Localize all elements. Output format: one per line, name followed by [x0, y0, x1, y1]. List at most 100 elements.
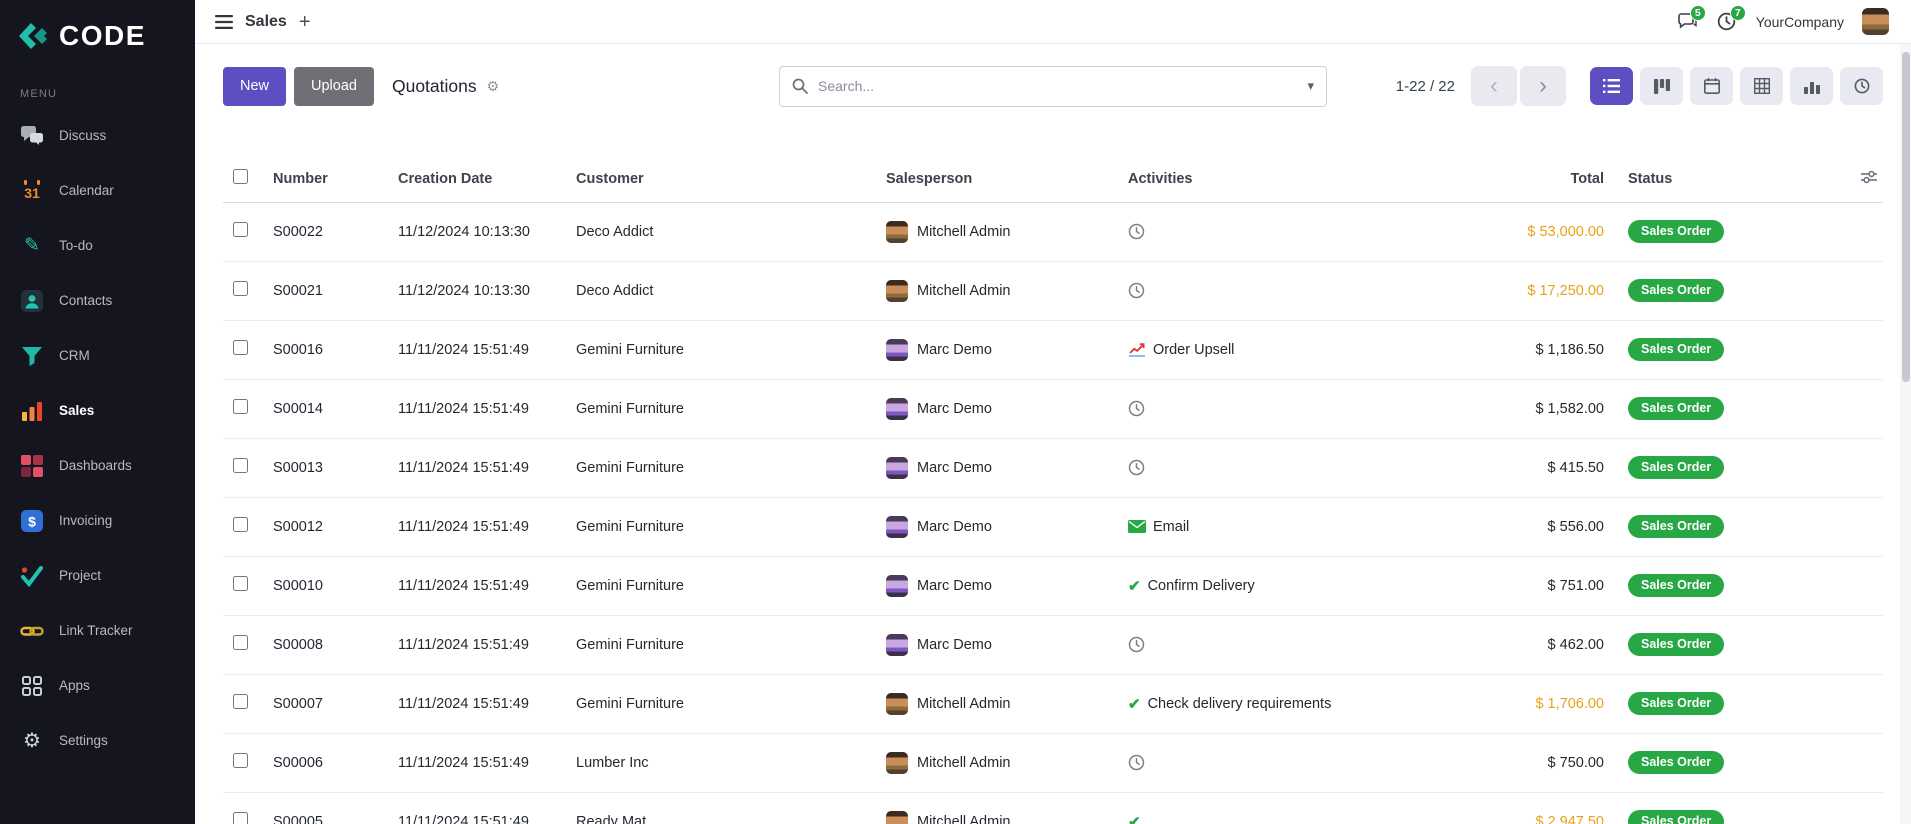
sidebar-item-label: To-do: [59, 238, 93, 253]
new-button[interactable]: New: [223, 66, 287, 106]
row-checkbox[interactable]: [233, 635, 248, 650]
messages-button[interactable]: 5: [1676, 4, 1706, 32]
cell-customer: Gemini Furniture: [564, 497, 874, 557]
row-checkbox[interactable]: [233, 753, 248, 768]
row-checkbox[interactable]: [233, 281, 248, 296]
column-header-activities[interactable]: Activities: [1116, 156, 1476, 203]
messages-count-badge: 5: [1689, 4, 1706, 21]
sidebar-item-discuss[interactable]: Discuss: [0, 108, 195, 163]
table-row[interactable]: S00021 11/12/2024 10:13:30 Deco Addict M…: [223, 261, 1883, 321]
cell-salesperson: Mitchell Admin: [917, 754, 1011, 771]
salesperson-avatar: [886, 456, 908, 479]
select-all-checkbox[interactable]: [233, 169, 248, 185]
table-row[interactable]: S00006 11/11/2024 15:51:49 Lumber Inc Mi…: [223, 733, 1883, 793]
activity-view-button[interactable]: [1840, 67, 1883, 105]
search-dropdown-caret-icon[interactable]: ▾: [1307, 78, 1314, 93]
activity-email-icon[interactable]: [1128, 520, 1146, 533]
status-badge: Sales Order: [1628, 692, 1725, 715]
sidebar-item-calendar[interactable]: 31 Calendar: [0, 163, 195, 218]
sidebar-item-invoicing[interactable]: $ Invoicing: [0, 493, 195, 548]
activity-clock-icon[interactable]: [1128, 459, 1145, 476]
activity-clock-icon[interactable]: [1128, 282, 1145, 299]
user-avatar[interactable]: [1862, 8, 1889, 35]
salesperson-avatar: [886, 574, 908, 597]
cell-total: $ 1,582.00: [1476, 379, 1616, 439]
sidebar-item-todo[interactable]: ✎ To-do: [0, 218, 195, 273]
sidebar-item-link-tracker[interactable]: Link Tracker: [0, 603, 195, 658]
kanban-view-button[interactable]: [1640, 67, 1683, 105]
hamburger-menu-icon[interactable]: [215, 14, 233, 29]
svg-text:$: $: [28, 513, 36, 529]
activity-check-icon[interactable]: ✔: [1128, 577, 1141, 595]
sidebar-item-label: Dashboards: [59, 458, 132, 473]
brand-logo[interactable]: CODE: [0, 0, 195, 62]
sidebar-item-project[interactable]: Project: [0, 548, 195, 603]
table-row[interactable]: S00012 11/11/2024 15:51:49 Gemini Furnit…: [223, 497, 1883, 557]
activity-clock-icon[interactable]: [1128, 400, 1145, 417]
company-switcher[interactable]: YourCompany: [1755, 13, 1844, 30]
sidebar-item-contacts[interactable]: Contacts: [0, 273, 195, 328]
activity-check-icon[interactable]: ✔: [1128, 813, 1141, 824]
pivot-view-button[interactable]: [1740, 67, 1783, 105]
pager-range: 1-22 / 22: [1395, 77, 1455, 95]
column-header-total[interactable]: Total: [1476, 156, 1616, 203]
activity-check-icon[interactable]: ✔: [1128, 695, 1141, 713]
cell-creation-date: 11/11/2024 15:51:49: [386, 615, 564, 675]
table-row[interactable]: S00013 11/11/2024 15:51:49 Gemini Furnit…: [223, 438, 1883, 498]
row-checkbox[interactable]: [233, 576, 248, 591]
optional-columns-icon[interactable]: [1861, 170, 1877, 184]
activity-upsell-chart-icon[interactable]: [1128, 342, 1146, 357]
sidebar-item-settings[interactable]: ⚙ Settings: [0, 713, 195, 768]
row-checkbox[interactable]: [233, 812, 248, 824]
sidebar-item-apps[interactable]: Apps: [0, 658, 195, 713]
sidebar-item-dashboards[interactable]: Dashboards: [0, 438, 195, 493]
vertical-scrollbar[interactable]: [1900, 44, 1911, 824]
column-header-number[interactable]: Number: [261, 156, 386, 203]
search-bar[interactable]: ▾: [779, 65, 1327, 107]
column-header-status[interactable]: Status: [1616, 156, 1816, 203]
activity-label: Check delivery requirements: [1147, 695, 1332, 712]
sales-icon: [18, 398, 46, 424]
sidebar-item-label: CRM: [59, 348, 90, 363]
view-settings-gear-icon[interactable]: ⚙: [486, 77, 500, 94]
row-checkbox[interactable]: [233, 222, 248, 237]
column-header-date[interactable]: Creation Date: [386, 156, 564, 203]
row-checkbox[interactable]: [233, 517, 248, 532]
discuss-icon: [18, 123, 46, 149]
salesperson-avatar: [886, 692, 908, 715]
cell-total: $ 751.00: [1476, 556, 1616, 616]
graph-view-button[interactable]: [1790, 67, 1833, 105]
table-row[interactable]: S00007 11/11/2024 15:51:49 Gemini Furnit…: [223, 674, 1883, 734]
cell-customer: Gemini Furniture: [564, 438, 874, 498]
activity-clock-icon[interactable]: [1128, 754, 1145, 771]
scrollbar-thumb[interactable]: [1901, 52, 1910, 382]
column-header-customer[interactable]: Customer: [564, 156, 874, 203]
list-view-button[interactable]: [1590, 67, 1633, 105]
row-checkbox[interactable]: [233, 694, 248, 709]
pager-prev-button[interactable]: ‹: [1471, 66, 1517, 106]
table-row[interactable]: S00022 11/12/2024 10:13:30 Deco Addict M…: [223, 202, 1883, 262]
table-row[interactable]: S00008 11/11/2024 15:51:49 Gemini Furnit…: [223, 615, 1883, 675]
activities-button[interactable]: 7: [1716, 4, 1746, 32]
table-row[interactable]: S00005 11/11/2024 15:51:49 Ready Mat Mit…: [223, 792, 1883, 824]
upload-button[interactable]: Upload: [294, 66, 374, 106]
link-icon: [18, 618, 46, 644]
search-input[interactable]: [818, 78, 1298, 94]
row-checkbox[interactable]: [233, 399, 248, 414]
column-header-salesperson[interactable]: Salesperson: [874, 156, 1116, 203]
table-row[interactable]: S00010 11/11/2024 15:51:49 Gemini Furnit…: [223, 556, 1883, 616]
menu-section-label: MENU: [20, 88, 58, 100]
row-checkbox[interactable]: [233, 458, 248, 473]
pager-next-button[interactable]: ›: [1520, 66, 1566, 106]
cell-customer: Gemini Furniture: [564, 556, 874, 616]
row-checkbox[interactable]: [233, 340, 248, 355]
app-title[interactable]: Sales: [245, 12, 287, 30]
activity-clock-icon[interactable]: [1128, 636, 1145, 653]
sidebar-item-crm[interactable]: CRM: [0, 328, 195, 383]
table-row[interactable]: S00014 11/11/2024 15:51:49 Gemini Furnit…: [223, 379, 1883, 439]
add-tab-icon[interactable]: +: [298, 10, 311, 33]
table-row[interactable]: S00016 11/11/2024 15:51:49 Gemini Furnit…: [223, 320, 1883, 380]
activity-clock-icon[interactable]: [1128, 223, 1145, 240]
calendar-view-button[interactable]: [1690, 67, 1733, 105]
sidebar-item-sales[interactable]: Sales: [0, 383, 195, 438]
